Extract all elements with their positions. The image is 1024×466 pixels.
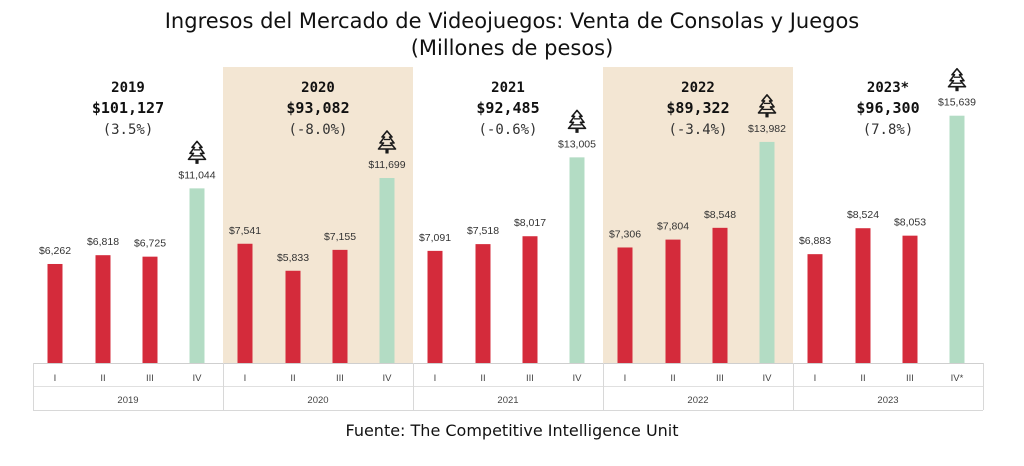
data-label: $7,804 xyxy=(657,221,689,233)
christmas-tree-icon xyxy=(757,94,777,118)
quarter-tick-label: II xyxy=(670,373,675,384)
quarter-tick-label: II xyxy=(100,373,105,384)
data-label: $11,699 xyxy=(368,159,405,171)
quarter-tick-label: III xyxy=(336,373,344,384)
data-label: $8,017 xyxy=(514,217,546,229)
year-change: (-3.4%) xyxy=(668,122,727,138)
data-label: $6,725 xyxy=(134,238,166,250)
bar-2021-IV xyxy=(569,157,585,363)
year-change: (7.8%) xyxy=(863,122,914,138)
bar-2022-II xyxy=(665,239,681,363)
data-label: $6,262 xyxy=(39,245,71,257)
bar-2022-III xyxy=(712,227,728,363)
bar-2020-III xyxy=(332,249,348,363)
data-label: $15,639 xyxy=(938,97,976,109)
chart-title: Ingresos del Mercado de Videojuegos: Ven… xyxy=(0,8,1024,62)
bar-2019-IV xyxy=(189,188,205,363)
data-label: $7,155 xyxy=(324,231,356,243)
bar-2021-I xyxy=(427,250,443,363)
data-label: $11,044 xyxy=(178,169,215,181)
quarter-tick-label: III xyxy=(526,373,534,384)
bar-2023-IV* xyxy=(949,115,965,363)
bar-2023-I xyxy=(807,254,823,363)
data-label: $8,053 xyxy=(894,217,926,229)
quarter-tick-label: IV xyxy=(573,373,583,384)
data-label: $7,306 xyxy=(609,228,641,240)
quarter-tick-label: III xyxy=(906,373,914,384)
bar-2019-III xyxy=(142,256,158,363)
bar-2022-IV xyxy=(759,141,775,363)
year-header: 2022 xyxy=(681,80,715,96)
quarter-tick-label: III xyxy=(146,373,154,384)
bar-2019-I xyxy=(47,263,63,363)
year-tick-label: 2023 xyxy=(877,395,898,406)
year-tick-label: 2019 xyxy=(117,395,138,406)
quarter-tick-label: II xyxy=(860,373,865,384)
bar-2022-I xyxy=(617,247,633,363)
quarter-tick-label: I xyxy=(434,373,437,384)
year-header: 2023* xyxy=(867,80,909,96)
quarter-tick-label: I xyxy=(244,373,247,384)
data-label: $13,982 xyxy=(748,123,786,135)
year-header: 2019 xyxy=(111,80,145,96)
quarter-tick-label: I xyxy=(814,373,817,384)
data-label: $7,541 xyxy=(229,225,261,237)
year-total: $96,300 xyxy=(856,99,919,117)
christmas-tree-icon xyxy=(377,130,397,154)
year-change: (-8.0%) xyxy=(288,122,347,138)
quarter-tick-label: IV xyxy=(193,373,203,384)
bar-2021-II xyxy=(475,244,491,363)
data-label: $7,518 xyxy=(467,225,499,237)
data-label: $8,548 xyxy=(704,209,736,221)
chart-title-line2: (Millones de pesos) xyxy=(410,36,614,60)
year-total: $92,485 xyxy=(476,99,539,117)
quarter-tick-label: III xyxy=(716,373,724,384)
christmas-tree-icon xyxy=(567,109,587,133)
bar-2021-III xyxy=(522,236,538,363)
year-total: $101,127 xyxy=(92,99,164,117)
year-total: $93,082 xyxy=(286,99,349,117)
quarter-tick-label: IV xyxy=(763,373,773,384)
year-header: 2021 xyxy=(491,80,525,96)
year-tick-label: 2022 xyxy=(687,395,708,406)
year-total: $89,322 xyxy=(666,99,729,117)
bar-2020-IV xyxy=(379,178,395,363)
quarter-tick-label: I xyxy=(624,373,627,384)
data-label: $5,833 xyxy=(277,252,309,264)
year-change: (-0.6%) xyxy=(478,122,537,138)
data-label: $13,005 xyxy=(558,138,596,150)
christmas-tree-icon xyxy=(187,140,207,164)
year-tick-label: 2021 xyxy=(497,395,518,406)
data-label: $6,883 xyxy=(799,235,831,247)
quarterly-revenue-chart: 2019$101,127(3.5%)$6,262I$6,818II$6,725I… xyxy=(33,67,984,411)
bar-2023-III xyxy=(902,235,918,363)
quarter-tick-label: II xyxy=(290,373,295,384)
data-label: $8,524 xyxy=(847,209,879,221)
bar-2023-II xyxy=(855,228,871,363)
year-tick-label: 2020 xyxy=(307,395,328,406)
christmas-tree-icon xyxy=(947,67,967,92)
data-label: $6,818 xyxy=(87,236,119,248)
bar-2020-I xyxy=(237,243,253,363)
data-label: $7,091 xyxy=(419,232,451,244)
quarter-tick-label: II xyxy=(480,373,485,384)
year-header: 2020 xyxy=(301,80,335,96)
bar-2019-II xyxy=(95,255,111,363)
source-note: Fuente: The Competitive Intelligence Uni… xyxy=(345,421,679,440)
quarter-tick-label: I xyxy=(54,373,57,384)
chart-title-line1: Ingresos del Mercado de Videojuegos: Ven… xyxy=(164,9,860,33)
bar-2020-II xyxy=(285,270,301,363)
quarter-tick-label: IV xyxy=(383,373,393,384)
year-change: (3.5%) xyxy=(103,122,154,138)
quarter-tick-label: IV* xyxy=(951,373,964,384)
